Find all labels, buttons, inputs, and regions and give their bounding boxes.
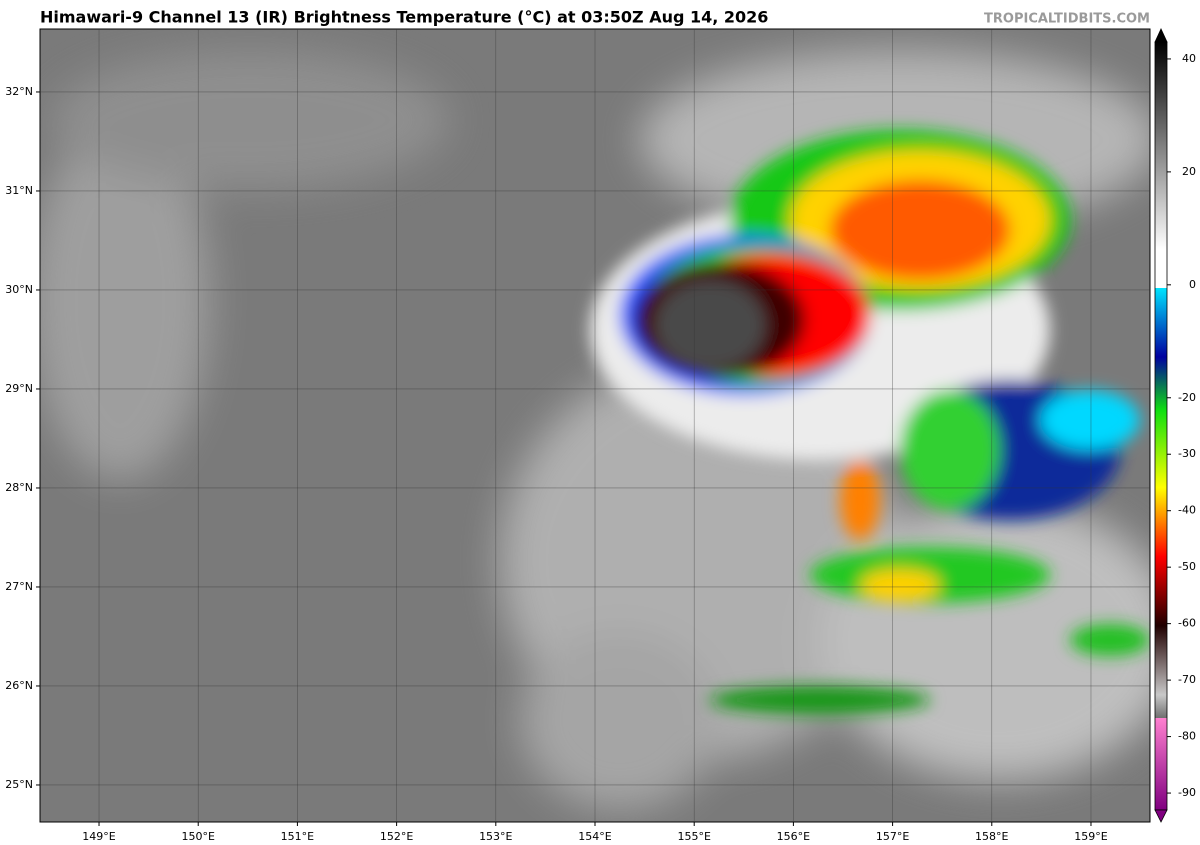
title: Himawari-9 Channel 13 (IR) Brightness Te… — [40, 8, 768, 27]
y-tick-label: 28°N — [5, 481, 33, 494]
colorbar-tick-label: 0 — [1189, 278, 1196, 291]
y-tick-label: 25°N — [5, 778, 33, 791]
x-tick-label: 158°E — [975, 830, 1008, 843]
y-tick-label: 32°N — [5, 85, 33, 98]
colorbar-tick-label: -20 — [1178, 391, 1196, 404]
colorbar-tick-label: -50 — [1178, 560, 1196, 573]
y-tick-label: 29°N — [5, 382, 33, 395]
x-tick-label: 149°E — [82, 830, 115, 843]
colorbar-tick-label: -80 — [1178, 730, 1196, 743]
colorbar-tick-label: -40 — [1178, 504, 1196, 517]
colorbar-tick-label: -70 — [1178, 673, 1196, 686]
colorbar-tick-label: 40 — [1182, 52, 1196, 65]
x-tick-label: 157°E — [876, 830, 909, 843]
colorbar-extend-bottom — [1154, 809, 1168, 823]
y-tick-label: 31°N — [5, 184, 33, 197]
colorbar-extend-top — [1154, 28, 1168, 43]
colorbar-tick-label: 20 — [1182, 165, 1196, 178]
x-tick-label: 151°E — [281, 830, 314, 843]
x-tick-label: 159°E — [1074, 830, 1107, 843]
y-tick-label: 26°N — [5, 679, 33, 692]
colorbar-tick-label: -90 — [1178, 786, 1196, 799]
watermark: TROPICALTIDBITS.COM — [984, 12, 1150, 27]
x-tick-label: 152°E — [380, 830, 413, 843]
x-tick-label: 156°E — [777, 830, 810, 843]
colorbar — [1154, 41, 1168, 811]
x-tick-label: 154°E — [578, 830, 611, 843]
x-tick-label: 150°E — [181, 830, 214, 843]
imagery — [40, 29, 1150, 822]
y-tick-label: 27°N — [5, 580, 33, 593]
x-tick-label: 153°E — [479, 830, 512, 843]
x-tick-label: 155°E — [677, 830, 710, 843]
y-tick-label: 30°N — [5, 283, 33, 296]
colorbar-tick-label: -30 — [1178, 447, 1196, 460]
colorbar-tick-label: -60 — [1178, 617, 1196, 630]
